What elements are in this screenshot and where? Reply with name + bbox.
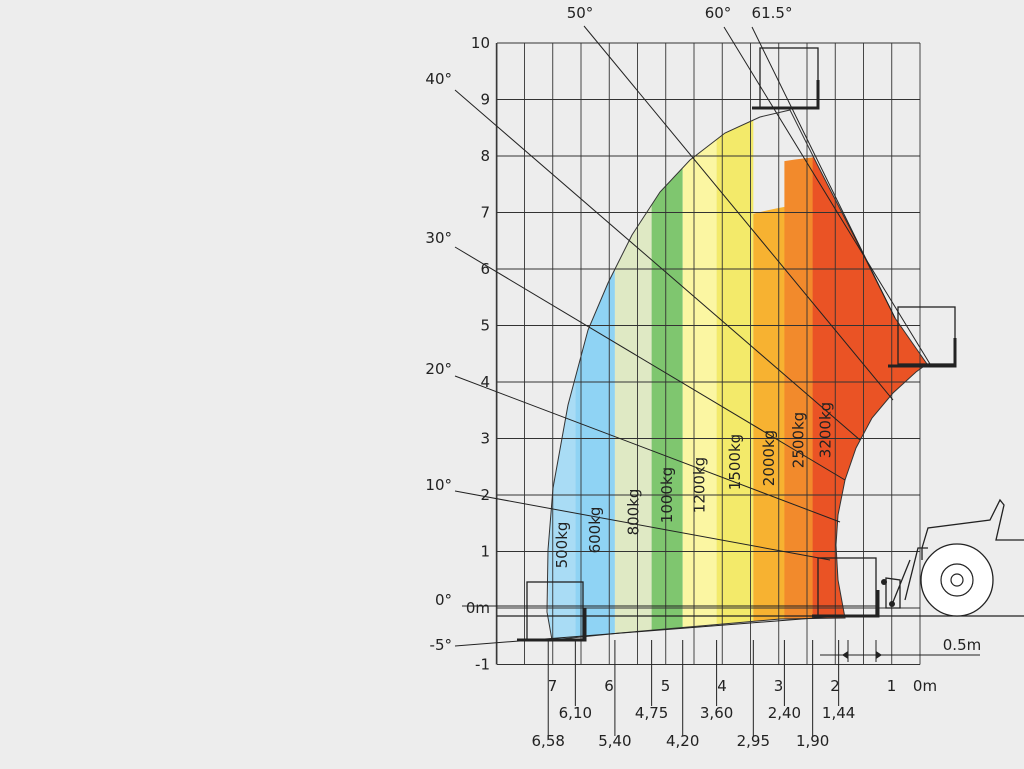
y-tick-label: 9 <box>480 91 490 109</box>
load-zone-label: 1200kg <box>691 457 709 513</box>
wheel-hub <box>940 563 974 597</box>
angle-line <box>723 26 931 365</box>
zone-boundaries <box>547 640 840 736</box>
pivot-2 <box>889 601 895 607</box>
fork-top <box>752 80 820 110</box>
reach-distance-label: 6,58 <box>532 732 565 750</box>
grid <box>495 42 921 665</box>
y-tick-label: 5 <box>480 317 490 335</box>
angle-label: 40° <box>425 70 452 88</box>
angle-line <box>454 246 846 481</box>
reach-distance-label: 5,40 <box>598 732 631 750</box>
load-zone-label: 2500kg <box>790 412 808 468</box>
reach-distance-label: 4,75 <box>635 704 668 722</box>
angle-label: 0° <box>435 591 452 609</box>
angle-label: 20° <box>425 360 452 378</box>
fork-right <box>888 338 957 368</box>
y-tick-label: 7 <box>480 204 490 222</box>
reach-distance-label: 1,44 <box>822 704 855 722</box>
reach-distance-label: 3,60 <box>700 704 733 722</box>
y-tick-label: 1 <box>480 543 490 561</box>
y-tick-label: 2 <box>480 486 490 504</box>
y-tick-label: -1 <box>475 656 490 674</box>
fork-carriage-right <box>897 306 956 365</box>
y-tick-label: 10 <box>471 34 490 52</box>
load-zone-label: 1500kg <box>726 434 744 490</box>
boom-angle-lines <box>454 25 931 647</box>
reach-distance-label: 4,20 <box>666 732 699 750</box>
y-tick-label: 8 <box>480 147 490 165</box>
load-zone-label: 2000kg <box>760 430 778 486</box>
y-tick-label: 6 <box>480 260 490 278</box>
x-tick-label: 4 <box>717 677 727 695</box>
load-zone-label: 3200kg <box>817 402 835 458</box>
angle-label: 10° <box>425 476 452 494</box>
angle-line <box>454 490 831 561</box>
reach-distance-label: 2,95 <box>737 732 770 750</box>
x-tick-label: 3 <box>774 677 784 695</box>
machine-drawing <box>497 47 1024 662</box>
angle-label: 30° <box>425 229 452 247</box>
angle-line <box>583 25 894 401</box>
angle-label: 50° <box>567 4 594 22</box>
load-zone-label: 800kg <box>624 489 642 536</box>
angle-line <box>454 89 861 441</box>
reach-distance-label: 6,10 <box>559 704 592 722</box>
fork-low <box>517 608 587 642</box>
wheel <box>920 543 994 617</box>
y-tick-label: 3 <box>480 430 490 448</box>
x-tick-label: 1 <box>887 677 897 695</box>
load-zone-label: 500kg <box>553 522 571 569</box>
chart-labels: -5° 0° 10° 20° 30° 40° 50° 60° 61.5° 0.5m 10 9 8 7 6 5 4… <box>425 4 981 750</box>
x-tick-label: 7 <box>548 677 558 695</box>
y-tick-label: 4 <box>480 373 490 391</box>
x-tick-label: 0m <box>913 677 937 695</box>
reach-distance-label: 2,40 <box>768 704 801 722</box>
load-zone-label: 600kg <box>586 507 604 554</box>
angle-line <box>751 26 896 319</box>
envelope-outline <box>546 109 928 641</box>
x-tick-label: 2 <box>830 677 840 695</box>
x-tick-label: 6 <box>604 677 614 695</box>
pivot-1 <box>881 579 887 585</box>
wheel-center <box>950 573 964 587</box>
y-tick-label: 0m <box>466 599 490 617</box>
dimension-label: 0.5m <box>943 636 981 654</box>
angle-label: 61.5° <box>752 4 793 22</box>
vehicle-body <box>885 498 1024 609</box>
angle-label: 60° <box>705 4 732 22</box>
x-tick-label: 5 <box>661 677 671 695</box>
angle-line <box>454 375 841 523</box>
reach-distance-label: 1,90 <box>796 732 829 750</box>
load-zone-label: 1000kg <box>658 467 676 523</box>
angle-label: -5° <box>430 636 452 654</box>
